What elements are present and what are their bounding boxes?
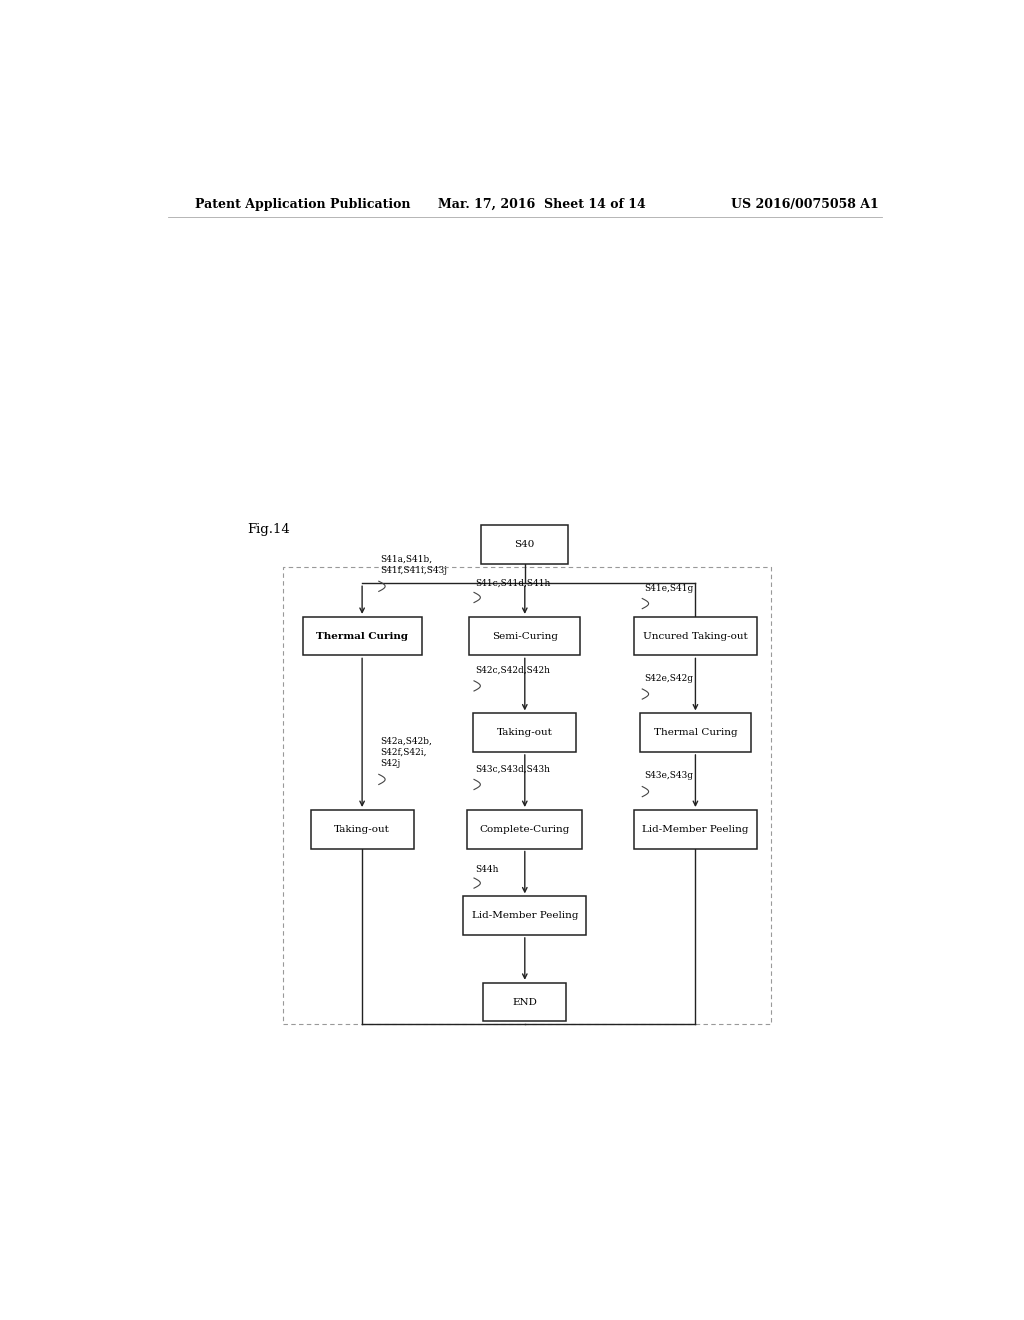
Bar [640,713,751,752]
Text: S42c,S42d,S42h: S42c,S42d,S42h [475,665,551,675]
Text: S42e,S42g: S42e,S42g [644,675,693,682]
Bar [303,616,422,656]
Bar [634,616,757,656]
Text: Semi-Curing: Semi-Curing [492,631,558,640]
Bar [283,568,771,1024]
Text: US 2016/0075058 A1: US 2016/0075058 A1 [731,198,879,211]
Text: S43c,S43d,S43h: S43c,S43d,S43h [475,764,551,774]
Text: Complete-Curing: Complete-Curing [479,825,570,834]
Text: END: END [512,998,538,1007]
Text: S41a,S41b,
S41f,S41i,S43j: S41a,S41b, S41f,S41i,S43j [380,554,447,576]
Text: S42a,S42b,
S42f,S42i,
S42j: S42a,S42b, S42f,S42i, S42j [380,737,432,768]
Text: Taking-out: Taking-out [497,729,553,737]
Bar [481,525,568,564]
Text: S40: S40 [515,540,535,549]
Text: Thermal Curing: Thermal Curing [316,631,409,640]
Text: Mar. 17, 2016  Sheet 14 of 14: Mar. 17, 2016 Sheet 14 of 14 [437,198,645,211]
Text: Thermal Curing: Thermal Curing [653,729,737,737]
Bar [634,810,757,849]
Text: S41c,S41d,S41h: S41c,S41d,S41h [475,578,551,587]
Text: Uncured Taking-out: Uncured Taking-out [643,631,748,640]
Text: S43e,S43g: S43e,S43g [644,771,693,780]
Text: Lid-Member Peeling: Lid-Member Peeling [642,825,749,834]
Text: S41e,S41g: S41e,S41g [644,585,693,594]
Text: Fig.14: Fig.14 [247,523,290,536]
Text: Lid-Member Peeling: Lid-Member Peeling [471,911,579,920]
Text: Patent Application Publication: Patent Application Publication [196,198,411,211]
Bar [310,810,414,849]
Text: Taking-out: Taking-out [334,825,390,834]
Bar [467,810,583,849]
Bar [463,896,587,935]
Bar [473,713,577,752]
Bar [469,616,581,656]
Bar [483,982,566,1022]
Text: S44h: S44h [475,865,499,874]
